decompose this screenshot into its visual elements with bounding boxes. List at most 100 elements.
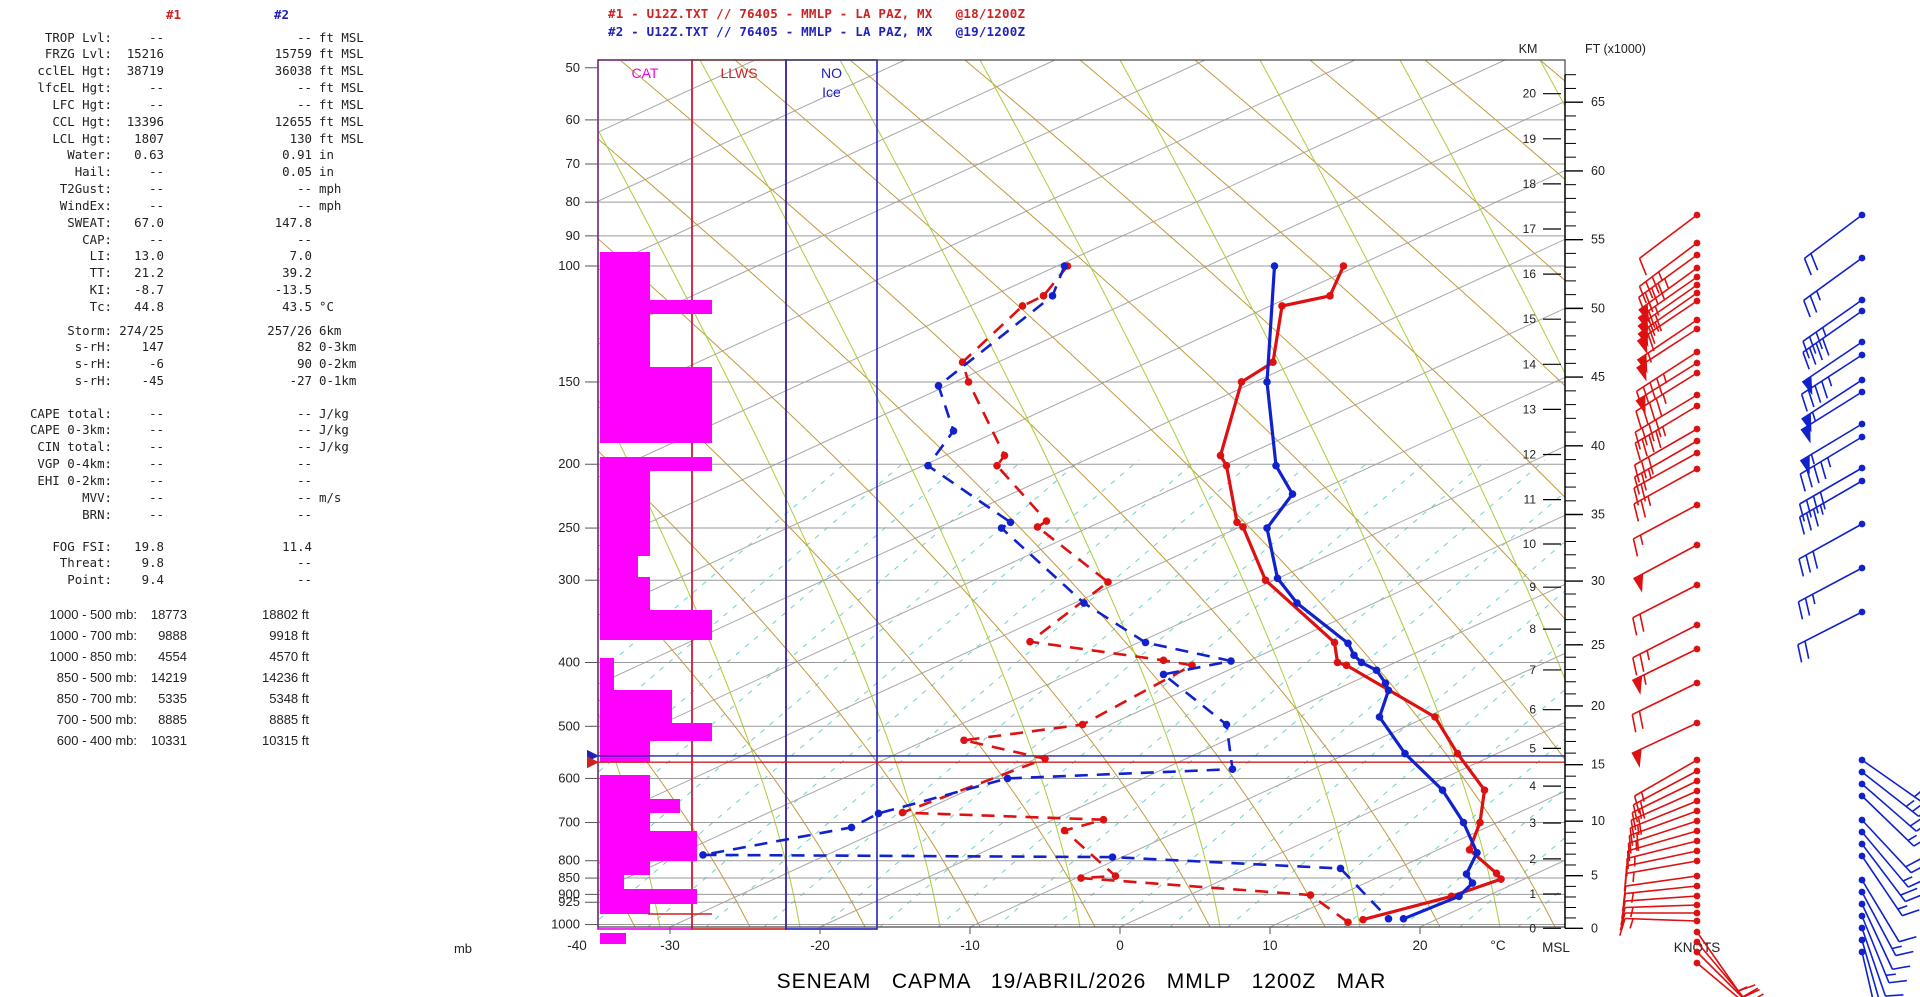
stat-row-v2: 15759 — [274, 46, 312, 62]
svg-text:20: 20 — [1523, 87, 1537, 101]
svg-text:40: 40 — [1591, 439, 1605, 453]
fog-row-un — [312, 572, 319, 589]
storm-row-un: 0-2km — [319, 356, 357, 372]
cape-row-lab: CAPE total: — [29, 405, 112, 421]
svg-text:18: 18 — [1523, 177, 1537, 191]
fog-row-v1: 9.4 — [141, 572, 164, 588]
cape-row-un — [312, 507, 349, 524]
stat-row-v1: 1807 — [134, 130, 164, 146]
storm-row: s-rH: -6 90 0-2km — [2, 356, 357, 373]
thickness-row-v1: 9888 — [158, 628, 187, 643]
storm-row-lab: s-rH: — [74, 373, 112, 389]
stat-row: LCL Hgt: 1807 130 ft MSL — [2, 130, 364, 148]
sounding1-column-header: #1 — [166, 7, 182, 22]
svg-text:°C: °C — [1490, 938, 1505, 953]
stat-row-v2: -- — [297, 181, 312, 197]
thickness-row: 1000 - 500 mb: 18773 18802 ft — [2, 604, 309, 625]
svg-text:10: 10 — [1591, 814, 1605, 828]
storm-row-v2: 257/26 — [267, 322, 312, 338]
stat-row: Hail: -- 0.05 in — [2, 164, 364, 181]
fog-row-v2: -- — [297, 572, 312, 588]
thickness-row-lab: 1000 - 700 mb: — [49, 628, 137, 643]
stat-row-v2: 43.5 — [282, 299, 312, 314]
cape-row: CIN total: -- -- J/kg — [2, 439, 348, 456]
svg-text:250: 250 — [558, 520, 580, 535]
cape-row-v2: -- — [297, 439, 312, 455]
svg-text:-40: -40 — [567, 938, 587, 953]
svg-text:5: 5 — [1529, 741, 1536, 755]
storm-row-v2: 82 — [297, 339, 312, 355]
stat-row-lab: TROP Lvl: — [44, 29, 112, 45]
stat-row-un: ft MSL — [319, 46, 364, 62]
cape-row-lab: CAPE 0-3km: — [29, 422, 112, 438]
fog-row-v1: 9.8 — [141, 555, 164, 571]
stat-row-v1: 0.63 — [134, 147, 164, 163]
thickness-row-lab: 1000 - 850 mb: — [49, 649, 137, 664]
stat-row-v2: 36038 — [274, 63, 312, 79]
svg-text:0: 0 — [1116, 938, 1124, 953]
cape-row: BRN: -- -- — [2, 507, 349, 524]
stat-row-v1: 21.2 — [134, 265, 164, 281]
svg-text:KM: KM — [1519, 42, 1538, 56]
stat-row-v1: 38719 — [126, 63, 164, 79]
svg-text:16: 16 — [1523, 267, 1537, 281]
stability-indices-table: TROP Lvl: -- -- ft MSL FRZG Lvl: 15216 15759 ft… — [2, 29, 364, 316]
thickness-row: 1000 - 700 mb: 9888 9918 ft — [2, 625, 309, 646]
stat-row-lab: Tc: — [89, 299, 112, 314]
svg-text:60: 60 — [1591, 164, 1605, 178]
thickness-row-lab: 700 - 500 mb: — [56, 712, 137, 727]
svg-text:700: 700 — [558, 815, 580, 830]
stat-row: Water: 0.63 0.91 in — [2, 147, 364, 164]
svg-text:45: 45 — [1591, 370, 1605, 384]
svg-text:35: 35 — [1591, 507, 1605, 521]
stat-row-v2: 12655 — [274, 113, 312, 129]
stat-row-v2: 0.05 — [282, 164, 312, 180]
stat-row-lab: CCL Hgt: — [52, 113, 112, 129]
stat-row: LI: 13.0 7.0 — [2, 248, 364, 265]
storm-row-v2: 90 — [297, 356, 312, 372]
svg-text:7: 7 — [1529, 663, 1536, 677]
svg-text:19: 19 — [1523, 132, 1537, 146]
svg-text:600: 600 — [558, 770, 580, 785]
stat-row-un: mph — [319, 197, 342, 213]
stat-row-lab: Hail: — [74, 164, 112, 180]
cat-turbulence-bars — [600, 252, 712, 944]
trace--1-temperature-18-1200z — [1218, 265, 1504, 922]
stat-row-un — [312, 248, 364, 265]
storm-row-v1: -45 — [141, 373, 164, 389]
stat-row: Tc: 44.8 43.5 °C — [2, 299, 364, 316]
svg-text:15: 15 — [1591, 758, 1605, 772]
stat-row-un: ft MSL — [319, 96, 364, 112]
svg-text:11: 11 — [1524, 493, 1537, 507]
cape-row: CAPE total: -- -- J/kg — [2, 406, 349, 423]
cape-row-v2: -- — [297, 506, 312, 522]
thickness-row: 1000 - 850 mb: 4554 4570 ft — [2, 646, 309, 667]
cape-row-lab: CIN total: — [37, 439, 112, 455]
fog-row-un — [312, 539, 319, 556]
stat-row-lab: cclEL Hgt: — [37, 63, 112, 79]
svg-text:10: 10 — [1262, 938, 1277, 953]
plot-border — [597, 59, 1566, 928]
stat-row-v1: -- — [149, 80, 164, 96]
stat-row: T2Gust: -- -- mph — [2, 181, 364, 198]
stat-row-un: ft MSL — [319, 130, 364, 146]
cape-row: EHI 0-2km: -- -- — [2, 473, 349, 490]
stat-row-un: mph — [319, 181, 342, 197]
cape-row-v1: -- — [149, 456, 164, 472]
stat-row-un: in — [319, 164, 334, 180]
stat-row: TT: 21.2 39.2 — [2, 265, 364, 282]
fog-row-lab: Threat: — [59, 555, 112, 571]
svg-text:Ice: Ice — [822, 84, 841, 100]
stat-row-v2: 130 — [289, 130, 312, 146]
fog-row: Threat: 9.8 -- — [2, 555, 319, 572]
svg-text:500: 500 — [558, 718, 580, 733]
cape-row: VGP 0-4km: -- -- — [2, 456, 349, 473]
stat-row-v1: 13.0 — [134, 248, 164, 264]
svg-text:4: 4 — [1529, 779, 1536, 793]
cape-row-un — [312, 456, 349, 473]
stat-row: cclEL Hgt: 38719 36038 ft MSL — [2, 63, 363, 80]
stat-row: CCL Hgt: 13396 12655 ft MSL — [2, 113, 363, 131]
thickness-row-lab: 850 - 500 mb: — [56, 670, 137, 685]
